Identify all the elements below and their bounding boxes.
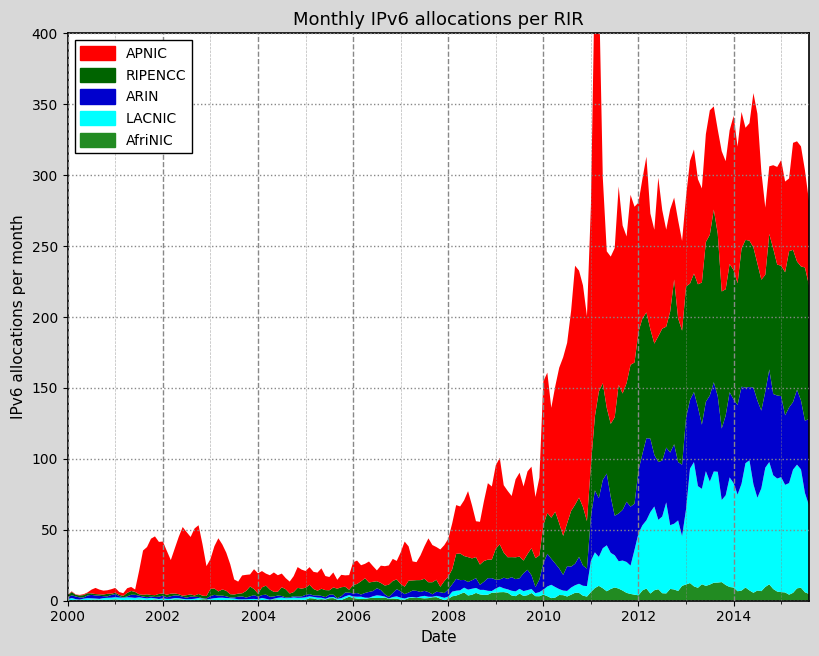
Legend: APNIC, RIPENCC, ARIN, LACNIC, AfriNIC: APNIC, RIPENCC, ARIN, LACNIC, AfriNIC [75, 41, 192, 154]
Y-axis label: IPv6 allocations per month: IPv6 allocations per month [11, 215, 26, 419]
Title: Monthly IPv6 allocations per RIR: Monthly IPv6 allocations per RIR [292, 11, 583, 29]
X-axis label: Date: Date [419, 630, 456, 645]
